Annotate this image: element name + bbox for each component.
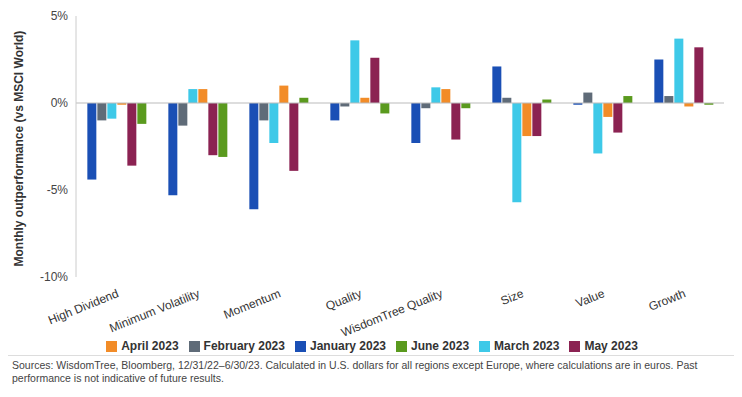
svg-text:Growth: Growth <box>647 286 688 313</box>
svg-text:5%: 5% <box>51 9 69 23</box>
svg-text:-10%: -10% <box>40 270 68 284</box>
svg-text:Value: Value <box>574 286 607 310</box>
svg-text:Size: Size <box>499 286 526 308</box>
svg-text:Monthly outperformance (vs MSC: Monthly outperformance (vs MSCI World) <box>12 31 26 267</box>
html-text:April 2023: April 2023 <box>121 339 179 353</box>
svg-text:Quality: Quality <box>324 286 364 313</box>
html-text:June 2023: June 2023 <box>411 339 470 353</box>
html-text:March 2023: March 2023 <box>494 339 560 353</box>
svg-text:High Dividend: High Dividend <box>46 286 121 328</box>
svg-text:0%: 0% <box>51 96 69 110</box>
svg-text:-5%: -5% <box>47 183 69 197</box>
html-text:May 2023: May 2023 <box>584 339 638 353</box>
html-text:Sources: WisdomTree, Bloomberg: Sources: WisdomTree, Bloomberg, 12/31/22… <box>12 359 698 384</box>
html-text:January 2023: January 2023 <box>310 339 386 353</box>
html-text:February 2023: February 2023 <box>203 339 285 353</box>
svg-text:WisdomTree Quality: WisdomTree Quality <box>339 286 445 340</box>
svg-text:Minimum Volatility: Minimum Volatility <box>107 286 201 335</box>
svg-text:Momentum: Momentum <box>222 286 283 321</box>
